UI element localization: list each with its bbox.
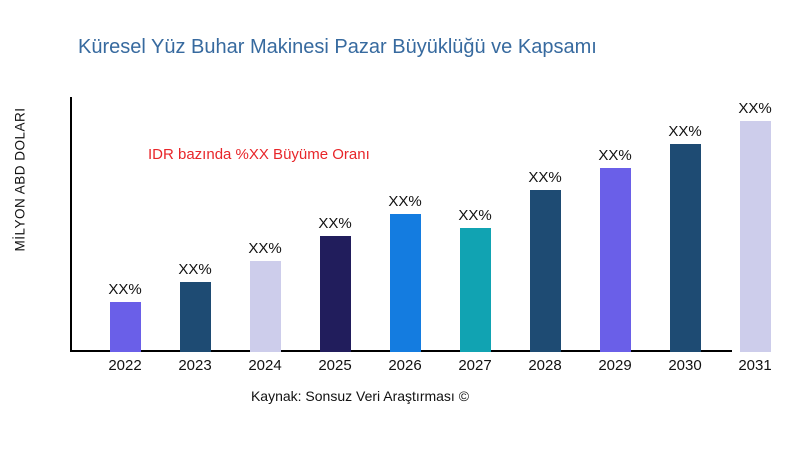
bar-value-label-2025: XX% [318,215,352,232]
bar-2028 [529,190,561,352]
x-tick-label-2031: 2031 [738,357,772,374]
bar-value-label-2023: XX% [178,261,212,278]
bar-value-label-2031: XX% [738,100,772,117]
bar-2029 [599,168,631,352]
source-caption: Kaynak: Sonsuz Veri Araştırması © [250,388,470,404]
x-tick-label-2029: 2029 [598,357,632,374]
bar-2031 [739,121,771,352]
bar-value-label-2026: XX% [388,193,422,210]
bar-2024 [249,261,281,352]
x-tick-label-2024: 2024 [248,357,282,374]
bar-2026 [389,214,421,352]
bar-value-label-2027: XX% [458,207,492,224]
bar-value-label-2024: XX% [248,240,282,257]
x-tick-label-2026: 2026 [388,357,422,374]
bar-value-label-2029: XX% [598,147,632,164]
x-tick-label-2030: 2030 [668,357,702,374]
x-tick-label-2028: 2028 [528,357,562,374]
bar-2022 [109,302,141,352]
x-tick-label-2025: 2025 [318,357,352,374]
bar-2030 [669,144,701,352]
bar-2027 [459,228,491,352]
x-tick-label-2022: 2022 [108,357,142,374]
y-axis-line [70,97,72,352]
x-tick-label-2023: 2023 [178,357,212,374]
bar-value-label-2030: XX% [668,123,702,140]
bar-value-label-2028: XX% [528,169,562,186]
x-tick-label-2027: 2027 [458,357,492,374]
bar-value-label-2022: XX% [108,281,142,298]
growth-annotation: IDR bazında %XX Büyüme Oranı [148,146,370,163]
chart-title: Küresel Yüz Buhar Makinesi Pazar Büyüklü… [78,36,597,58]
bar-2023 [179,282,211,352]
bar-2025 [319,236,351,352]
